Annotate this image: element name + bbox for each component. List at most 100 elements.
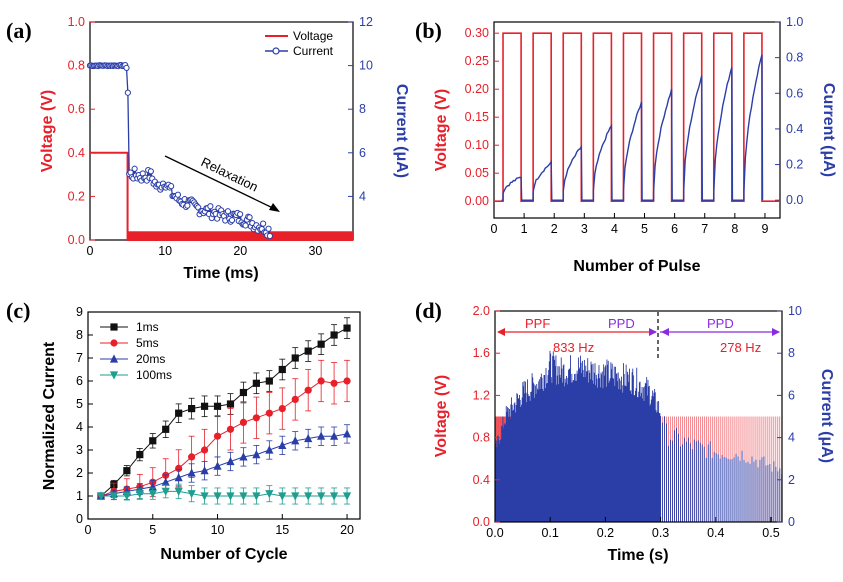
panel-d-label: (d)	[415, 298, 442, 323]
panel-c-series-3-point-9	[213, 492, 222, 501]
panel-c-series-1-point-15	[291, 395, 299, 403]
panel-c-series-3-point-8	[200, 492, 209, 501]
panel-c-x-ticklabel-2: 10	[211, 523, 225, 537]
panel-c-series-0-point-17	[317, 340, 325, 348]
panel-c-series-2-point-11	[239, 452, 248, 461]
panel-d-yl-ticklabel-3: 1.2	[473, 388, 490, 402]
panel-c-y-ticklabel-1: 1	[76, 489, 83, 503]
panel-c-series-1-point-16	[304, 386, 312, 394]
panel-c-series-0-point-19	[343, 324, 351, 332]
panel-c-series-2-point-15	[291, 436, 300, 445]
panel-b-x-ticklabel-4: 4	[611, 222, 618, 236]
panel-b-current-line	[501, 54, 764, 201]
panel-c-series-1-point-9	[213, 432, 222, 440]
panel-b-yl-ticklabel-1: 0.05	[465, 166, 489, 180]
panel-d-yl-ticklabel-2: 0.8	[473, 431, 490, 445]
panel-a-ylabel-left: Voltage (V)	[39, 90, 56, 172]
panel-c: (c) 0 5 10 15 20 0 1 2 3 4 5 6 7 8 9 Number of Cycle N…	[6, 298, 361, 563]
panel-d-yl-ticklabel-5: 2.0	[473, 304, 490, 318]
panel-d-x-ticklabel-1: 0.1	[541, 526, 558, 540]
panel-c-y-ticklabel-8: 8	[76, 328, 83, 342]
panel-d-yl-ticklabel-0: 0.0	[473, 515, 490, 529]
panel-c-series-1-point-12	[252, 414, 260, 422]
panel-b-x-ticklabel-1: 1	[521, 222, 528, 236]
panel-c-series-2-point-14	[278, 440, 287, 449]
panel-c-legend-1-marker	[110, 339, 118, 347]
panel-a-yr-ticklabel-0: 4	[359, 189, 366, 203]
panel-c-series-0-point-2	[123, 467, 131, 475]
panel-c-series-2-point-7	[187, 468, 196, 477]
panel-a-yl-ticklabel-1: 0.2	[68, 189, 85, 203]
panel-c-y-ticklabel-7: 7	[76, 351, 83, 365]
panel-b-label: (b)	[415, 18, 442, 43]
panel-c-series-0-point-15	[291, 354, 299, 362]
panel-c-y-ticklabel-2: 2	[76, 466, 83, 480]
panel-b-yr-ticklabel-3: 0.6	[786, 86, 803, 100]
panel-c-series-0-point-12	[252, 379, 260, 387]
panel-b-yr-ticklabel-1: 0.2	[786, 158, 803, 172]
panel-c-series-1-point-13	[265, 409, 273, 417]
panel-c-legend-0-label: 1ms	[136, 320, 159, 334]
panel-c-series-1-point-7	[188, 453, 196, 461]
panel-d-x-ticklabel-5: 0.5	[762, 526, 779, 540]
panel-b-x-ticklabel-8: 8	[731, 222, 738, 236]
panel-a-current-point-128	[260, 220, 267, 227]
panel-c-series-3-point-0	[96, 492, 106, 501]
panel-b-yl-ticklabel-6: 0.30	[465, 26, 489, 40]
panel-c-series-2-point-8	[200, 466, 209, 475]
panel-c-y-ticklabel-5: 5	[76, 397, 83, 411]
panel-c-series-3-point-6	[174, 487, 183, 496]
panel-d-freq-label-2: 278 Hz	[720, 340, 761, 355]
panel-b-yr-ticklabel-0: 0.0	[786, 193, 803, 207]
panel-d-ppd-arrowhead-right	[772, 328, 780, 336]
panel-c-series-2-point-10	[226, 456, 235, 466]
panel-d-x-ticklabel-4: 0.4	[707, 526, 724, 540]
panel-d-freq-label-1: 833 Hz	[553, 340, 594, 355]
panel-c-frame	[87, 311, 361, 520]
panel-c-series-3-point-3	[135, 490, 144, 499]
panel-c-y-ticklabel-0: 0	[76, 512, 83, 526]
panel-c-data	[96, 317, 352, 505]
panel-b-voltage-line	[494, 32, 780, 202]
panel-a-x-ticklabel-1: 10	[158, 244, 172, 258]
panel-c-y-ticklabel-6: 6	[76, 374, 83, 388]
panel-d-ylabel-right: Current (μA)	[818, 369, 835, 463]
panel-a-current-line	[89, 64, 271, 238]
panel-d-frame	[494, 310, 783, 523]
panel-a-relaxation-arrow	[164, 155, 278, 211]
panel-c-legend-2-label: 20ms	[136, 352, 165, 366]
panel-a-current-point-102	[224, 208, 232, 215]
panel-c-series-1-point-10	[226, 425, 235, 433]
panel-d-yl-ticklabel-4: 1.6	[473, 346, 490, 360]
panel-c-series-0-point-14	[278, 365, 286, 374]
panel-d-ppf-label: PPF	[525, 316, 550, 331]
panel-c-x-ticklabel-0: 0	[85, 523, 92, 537]
panel-a-legend-current-marker	[272, 47, 280, 55]
panel-d-yr-ticklabel-0: 0	[788, 515, 795, 529]
panel-c-series-1-point-8	[200, 446, 209, 454]
panel-c-legend-2-marker	[109, 354, 119, 363]
panel-b-x-ticklabel-7: 7	[701, 222, 708, 236]
panel-c-series-2-point-16	[304, 433, 313, 443]
panel-b-ylabel-right: Current (μA)	[820, 83, 837, 177]
panel-b-yr-ticklabel-4: 0.8	[786, 51, 803, 65]
panel-b-xlabel: Number of Pulse	[573, 258, 700, 275]
panel-a-yl-ticklabel-4: 0.8	[68, 59, 85, 73]
panel-c-series-2-point-5	[161, 477, 170, 486]
panel-a-xlabel: Time (ms)	[183, 265, 258, 282]
panel-d-ppd-arrowhead-left	[661, 328, 669, 336]
panel-a-legend-current: Current	[293, 44, 334, 58]
panel-d: (d) 0.0 0.1 0.2 0.3 0.4 0.5 0.0 0.4 0.8 1.2 1.6 2.0…	[415, 298, 835, 564]
panel-b-yr-ticklabel-2: 0.4	[786, 122, 803, 136]
panel-a-current-point-33	[131, 165, 138, 172]
panel-c-series-3-point-19	[342, 492, 352, 501]
panel-a-current-point-111	[237, 211, 244, 218]
panel-c-x-ticklabel-4: 20	[340, 523, 354, 537]
panel-a-current-point-115	[242, 222, 249, 229]
panel-d-ppf-arrowhead-right	[649, 328, 657, 336]
panel-a-x-ticklabel-2: 20	[233, 244, 247, 258]
panel-c-series-3-point-7	[187, 490, 196, 499]
panel-a-current-point-105	[228, 217, 236, 224]
panel-c-label: (c)	[6, 298, 30, 323]
panel-c-series-0-point-8	[200, 402, 209, 410]
